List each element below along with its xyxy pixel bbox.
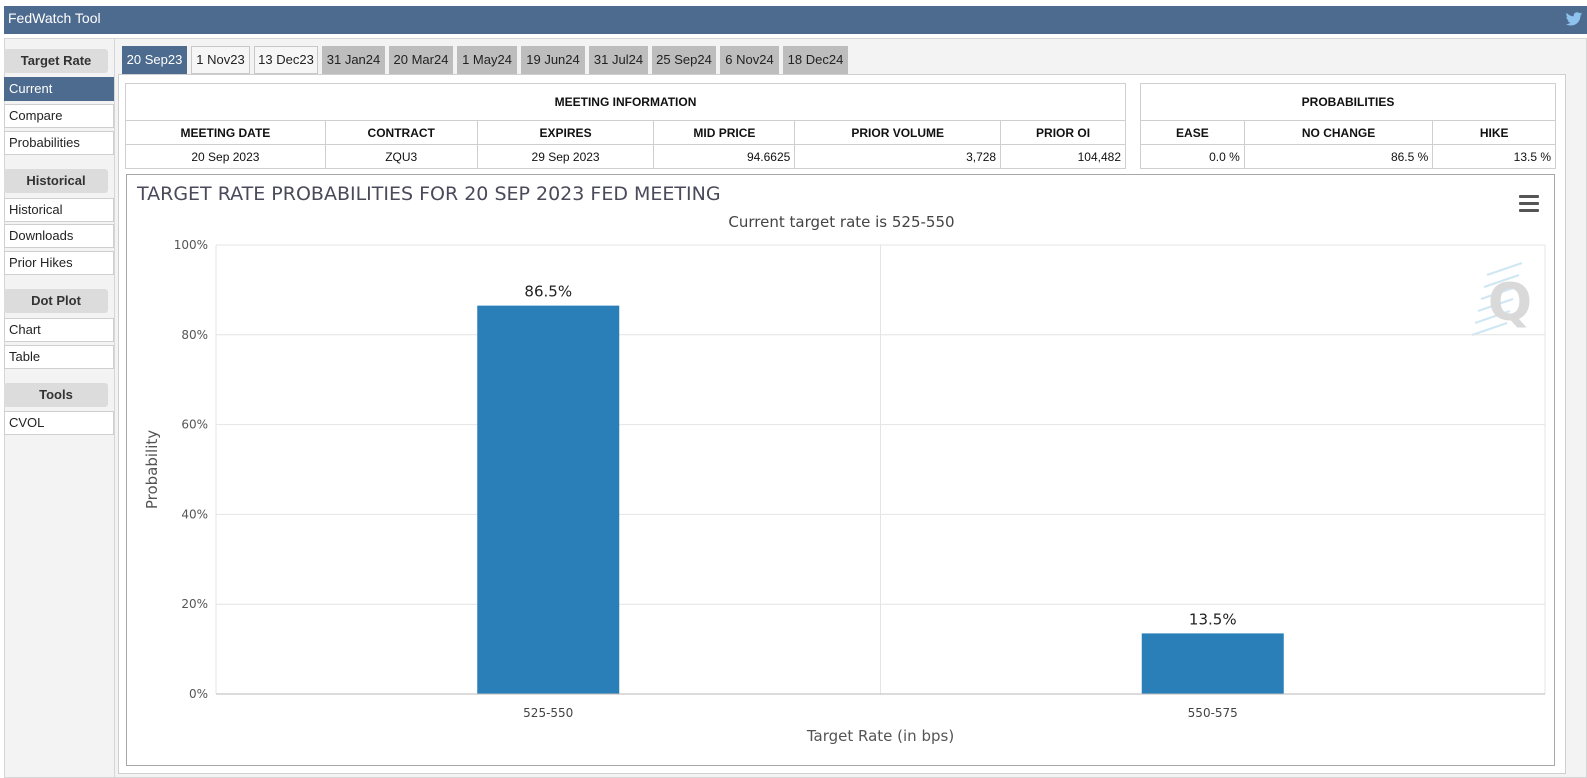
col-expires: EXPIRES: [476, 120, 655, 145]
cell-hike: 13.5 %: [1432, 144, 1556, 169]
probabilities-table: PROBABILITIES EASE NO CHANGE HIKE 0.0 % …: [1140, 83, 1556, 169]
sidebar-item-historical[interactable]: Historical: [4, 198, 114, 222]
sidebar-item-table[interactable]: Table: [4, 345, 114, 369]
sidebar-heading-tools: Tools: [4, 383, 108, 407]
tab-18-dec24[interactable]: 18 Dec24: [783, 46, 848, 74]
col-contract: CONTRACT: [324, 120, 478, 145]
tab-31-jan24[interactable]: 31 Jan24: [322, 46, 385, 74]
col-no-change: NO CHANGE: [1243, 120, 1434, 145]
y-tick-label: 40%: [181, 507, 208, 521]
meeting-info-heading: MEETING INFORMATION: [125, 83, 1126, 121]
chart-subtitle: Current target rate is 525-550: [728, 213, 955, 231]
data-label: 13.5%: [1189, 610, 1237, 628]
app-title: FedWatch Tool: [8, 10, 101, 26]
tab-20-sep23[interactable]: 20 Sep23: [122, 46, 187, 74]
col-prior-oi: PRIOR OI: [1000, 120, 1126, 145]
tab-31-jul24[interactable]: 31 Jul24: [589, 46, 648, 74]
data-label: 86.5%: [524, 283, 572, 301]
col-ease: EASE: [1140, 120, 1245, 145]
watermark-logo: [1471, 262, 1523, 336]
cell-meeting-date: 20 Sep 2023: [125, 144, 326, 169]
cell-expires: 29 Sep 2023: [476, 144, 655, 169]
x-tick-label: 525-550: [523, 706, 573, 720]
x-tick-label: 550-575: [1188, 706, 1238, 720]
y-tick-label: 60%: [181, 418, 208, 432]
y-tick-label: 20%: [181, 597, 208, 611]
twitter-icon[interactable]: [1565, 10, 1583, 28]
cell-contract: ZQU3: [324, 144, 478, 169]
tab-20-mar24[interactable]: 20 Mar24: [389, 46, 453, 74]
chart-title: TARGET RATE PROBABILITIES FOR 20 SEP 202…: [137, 183, 721, 205]
col-meeting-date: MEETING DATE: [125, 120, 326, 145]
y-tick-label: 100%: [174, 238, 208, 252]
tab-6-nov24[interactable]: 6 Nov24: [720, 46, 779, 74]
sidebar-heading-dot-plot: Dot Plot: [4, 289, 108, 313]
sidebar-divider: [114, 38, 115, 778]
probability-chart: Q 0% 20% 40% 60% 80% 100% 86.5% 525-550 13.5% 550-…: [126, 174, 1555, 766]
sidebar-item-cvol[interactable]: CVOL: [4, 411, 114, 435]
col-mid-price: MID PRICE: [653, 120, 796, 145]
col-prior-volume: PRIOR VOLUME: [794, 120, 1002, 145]
x-axis-title: Target Rate (in bps): [806, 727, 954, 745]
col-hike: HIKE: [1432, 120, 1556, 145]
cell-mid-price: 94.6625: [653, 144, 796, 169]
tab-13-dec23[interactable]: 13 Dec23: [254, 46, 318, 74]
meeting-info-table: MEETING INFORMATION MEETING DATE CONTRAC…: [125, 83, 1126, 169]
sidebar-item-compare[interactable]: Compare: [4, 104, 114, 128]
cell-no-change: 86.5 %: [1243, 144, 1434, 169]
y-tick-label: 80%: [181, 328, 208, 342]
y-axis-title: Probability: [143, 430, 161, 509]
sidebar-heading-historical: Historical: [4, 169, 108, 193]
sidebar-item-prior-hikes[interactable]: Prior Hikes: [4, 251, 114, 275]
cell-ease: 0.0 %: [1140, 144, 1245, 169]
tab-19-jun24[interactable]: 19 Jun24: [521, 46, 585, 74]
sidebar-heading-target-rate: Target Rate: [4, 49, 108, 73]
sidebar-item-current[interactable]: Current: [4, 77, 114, 101]
sidebar-item-probabilities[interactable]: Probabilities: [4, 131, 114, 155]
chart-canvas: Q 0% 20% 40% 60% 80% 100% 86.5% 525-550 13.5% 550-…: [143, 238, 1546, 745]
probabilities-heading: PROBABILITIES: [1140, 83, 1556, 121]
tab-25-sep24[interactable]: 25 Sep24: [652, 46, 716, 74]
cell-prior-volume: 3,728: [794, 144, 1002, 169]
bar-525-550: [477, 305, 620, 694]
tab-1-nov23[interactable]: 1 Nov23: [191, 46, 250, 74]
hamburger-menu-icon[interactable]: [1519, 195, 1539, 213]
y-tick-label: 0%: [189, 687, 208, 701]
bar-550-575: [1141, 633, 1284, 694]
sidebar-item-chart[interactable]: Chart: [4, 318, 114, 342]
tab-1-may24[interactable]: 1 May24: [457, 46, 517, 74]
watermark-text: Q: [1488, 273, 1532, 333]
cell-prior-oi: 104,482: [1000, 144, 1126, 169]
app-titlebar: FedWatch Tool: [4, 6, 1587, 34]
sidebar-item-downloads[interactable]: Downloads: [4, 224, 114, 248]
